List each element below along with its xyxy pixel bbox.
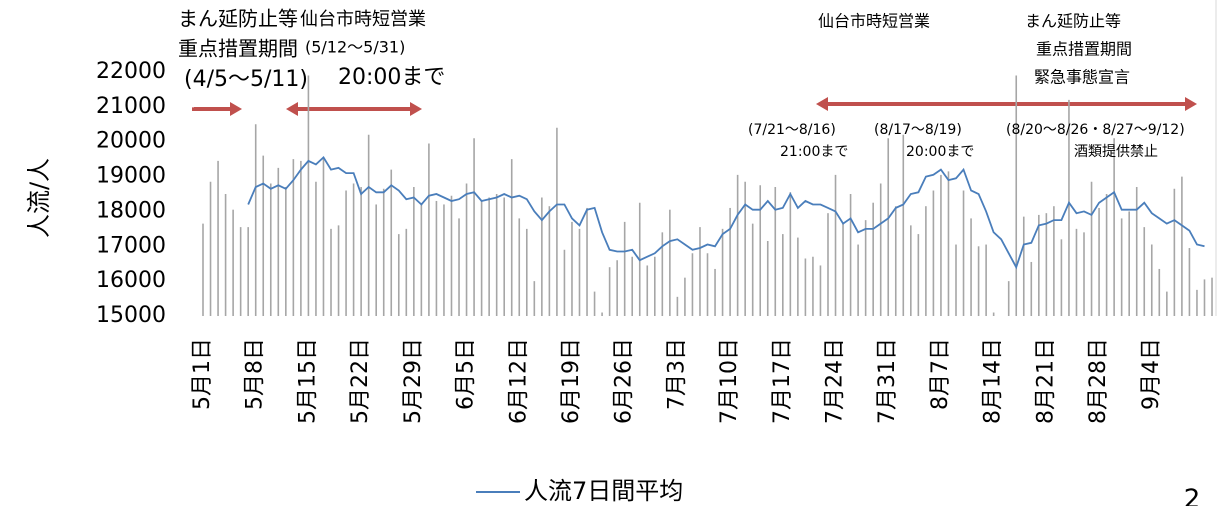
x-tick-label: 9月4日 bbox=[1139, 338, 1164, 410]
y-axis-label: 人流/人 bbox=[25, 158, 53, 238]
x-tick-label: 6月26日 bbox=[612, 338, 637, 424]
x-tick-label: 5月15日 bbox=[295, 338, 320, 424]
arrows bbox=[192, 97, 1197, 116]
annotation: (8/20～8/26・8/27～9/12) bbox=[1006, 122, 1185, 138]
x-tick-label: 7月3日 bbox=[664, 338, 689, 410]
x-tick-label: 8月7日 bbox=[928, 338, 953, 410]
annotation: (7/21～8/16) bbox=[748, 122, 836, 138]
x-tick-label: 7月31日 bbox=[875, 338, 900, 424]
annotation: 緊急事態宣言 bbox=[1034, 68, 1130, 87]
annotation: 20:00まで bbox=[338, 65, 445, 90]
x-tick-label: 7月17日 bbox=[770, 338, 795, 424]
annotation: (4/5～5/11) bbox=[184, 67, 308, 92]
annotation: 重点措置期間 bbox=[178, 37, 298, 61]
y-tick-label: 20000 bbox=[96, 129, 166, 154]
line bbox=[247, 155, 1205, 270]
annotation: (5/12～5/31) bbox=[305, 38, 405, 57]
page-number: 2 bbox=[1184, 485, 1201, 506]
annotation: まん延防止等 bbox=[1025, 12, 1121, 31]
x-tick-label: 6月5日 bbox=[454, 338, 479, 410]
y-tick-label: 16000 bbox=[96, 268, 166, 293]
annotation: 重点措置期間 bbox=[1036, 40, 1132, 59]
annotation: 仙台市時短営業 bbox=[818, 12, 930, 31]
annotation: 20:00まで bbox=[906, 144, 974, 160]
x-tick-label: 5月8日 bbox=[243, 338, 268, 410]
y-tick-label: 19000 bbox=[96, 164, 166, 189]
legend-label: 人流7日間平均 bbox=[524, 477, 683, 505]
annotation: まん延防止等 bbox=[178, 7, 298, 31]
x-tick-label: 5月22日 bbox=[348, 338, 373, 424]
x-tick-label: 5月1日 bbox=[190, 338, 215, 410]
y-tick-label: 17000 bbox=[96, 233, 166, 258]
x-tick-label: 7月10日 bbox=[717, 338, 742, 424]
x-tick-label: 6月19日 bbox=[559, 338, 584, 424]
x-tick-label: 8月14日 bbox=[981, 338, 1006, 424]
annotation: (8/17～8/19) bbox=[874, 122, 962, 138]
x-tick-label: 5月29日 bbox=[401, 338, 426, 424]
x-tick-label: 7月24日 bbox=[823, 338, 848, 424]
y-tick-label: 22000 bbox=[96, 59, 166, 84]
y-tick-label: 21000 bbox=[96, 94, 166, 119]
annotation: 21:00まで bbox=[780, 144, 848, 160]
y-tick-label: 18000 bbox=[96, 198, 166, 223]
annotation: 仙台市時短営業 bbox=[300, 9, 426, 30]
x-tick-label: 6月12日 bbox=[506, 338, 531, 424]
x-tick-label: 8月28日 bbox=[1086, 338, 1111, 424]
y-tick-label: 15000 bbox=[96, 303, 166, 328]
x-tick-label: 8月21日 bbox=[1033, 338, 1058, 424]
annotation: 酒類提供禁止 bbox=[1074, 144, 1158, 160]
